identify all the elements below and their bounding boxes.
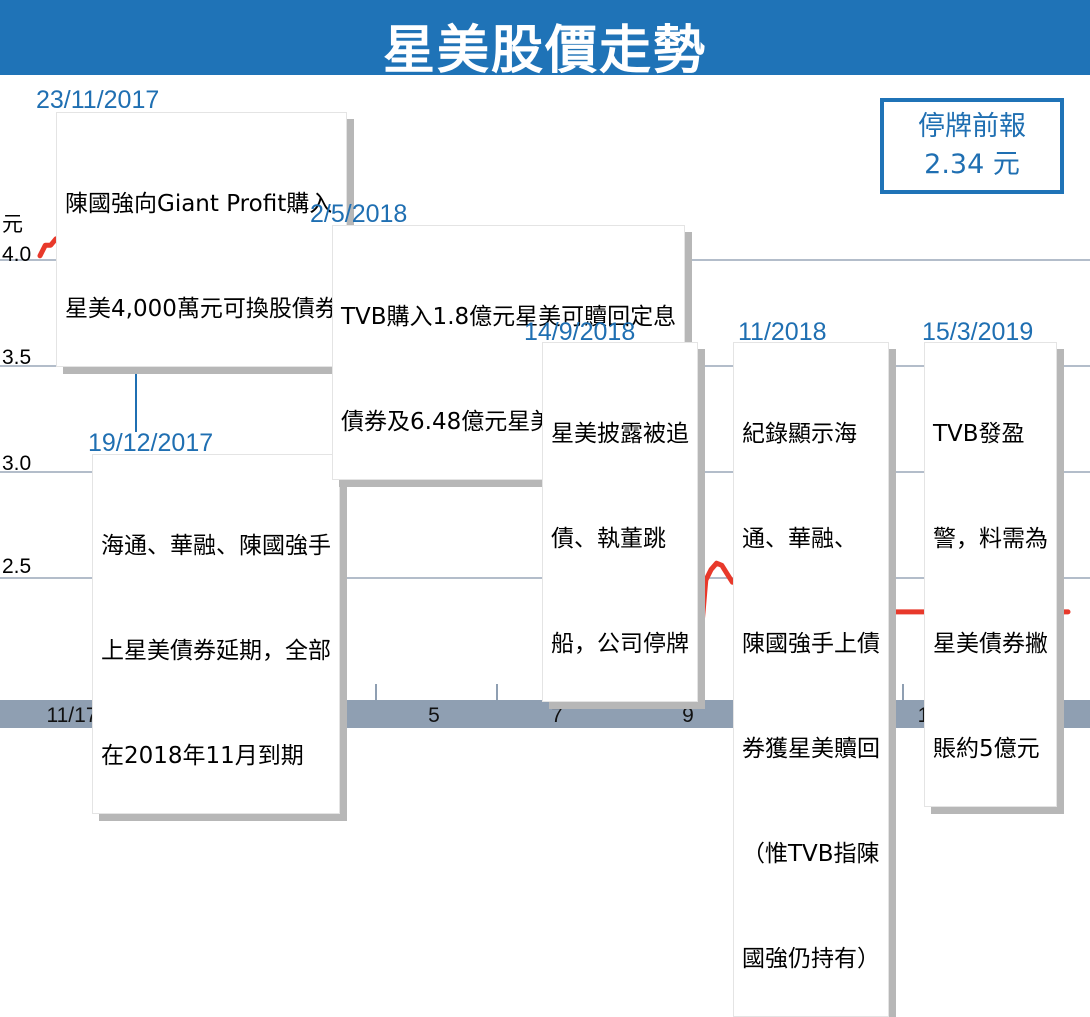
- annotation-date-5: 11/2018: [738, 318, 827, 346]
- annotation-text: 通、華融、: [742, 526, 857, 552]
- annotation-text: 賬約5億元: [933, 736, 1040, 762]
- annotation-text: 國強仍持有）: [742, 946, 880, 972]
- annotation-callout-6: TVB發盈 警，料需為 星美債券撇 賬約5億元: [924, 342, 1057, 807]
- annotation-date-3: 2/5/2018: [310, 200, 408, 228]
- annotation-date-2: 19/12/2017: [88, 429, 214, 457]
- annotation-text: 星美債券撇: [933, 631, 1048, 657]
- annotation-text: 券獲星美贖回: [742, 736, 880, 762]
- y-axis-unit-label: 元: [2, 213, 23, 236]
- y-tick-label-3-5: 3.5: [2, 346, 32, 369]
- annotation-text: 星美披露被追: [551, 421, 689, 447]
- annotation-text: 警，料需為: [933, 526, 1048, 552]
- suspension-price: 2.34 元: [924, 149, 1020, 180]
- annotation-text: 在2018年11月到期: [101, 743, 304, 769]
- x-tick-label: 9: [682, 704, 694, 727]
- y-tick-label-2-5: 2.5: [2, 555, 32, 578]
- x-tick-label: 7: [551, 704, 563, 727]
- annotation-date-1: 23/11/2017: [36, 86, 160, 114]
- annotation-text: 債、執董跳: [551, 526, 666, 552]
- annotation-text: 海通、華融、陳國強手: [101, 533, 331, 559]
- annotation-text: （惟TVB指陳: [742, 841, 880, 867]
- x-tick-label: 5: [428, 704, 440, 727]
- annotation-text: 上星美債券延期，全部: [101, 638, 331, 664]
- suspension-price-box: 停牌前報 2.34 元: [880, 98, 1064, 194]
- suspension-label: 停牌前報: [918, 111, 1026, 142]
- annotation-text: TVB購入1.8億元星美可贖回定息: [341, 304, 677, 330]
- annotation-callout-4: 星美披露被追 債、執董跳 船，公司停牌: [542, 342, 698, 702]
- annotation-text: 陳國強向Giant Profit購入: [65, 191, 333, 217]
- annotation-text: 星美4,000萬元可換股債券: [65, 296, 338, 322]
- annotation-text: 紀錄顯示海: [742, 421, 857, 447]
- y-tick-label-3: 3.0: [2, 452, 32, 475]
- annotation-callout-2: 海通、華融、陳國強手 上星美債券延期，全部 在2018年11月到期: [92, 454, 340, 814]
- annotation-date-6: 15/3/2019: [922, 318, 1034, 346]
- annotation-text: 陳國強手上債: [742, 631, 880, 657]
- title-banner: 星美股價走勢: [0, 0, 1090, 81]
- annotation-callout-1: 陳國強向Giant Profit購入 星美4,000萬元可換股債券: [56, 112, 347, 367]
- chart-title: 星美股價走勢: [382, 21, 707, 81]
- annotation-date-4: 14/9/2018: [524, 318, 636, 346]
- annotation-callout-5: 紀錄顯示海 通、華融、 陳國強手上債 券獲星美贖回 （惟TVB指陳 國強仍持有）: [733, 342, 889, 1017]
- annotation-text: TVB發盈: [933, 421, 1025, 447]
- x-tick-label: 11/17: [47, 704, 98, 727]
- y-tick-label-4: 4.0: [2, 243, 32, 266]
- annotation-text: 船，公司停牌: [551, 631, 689, 657]
